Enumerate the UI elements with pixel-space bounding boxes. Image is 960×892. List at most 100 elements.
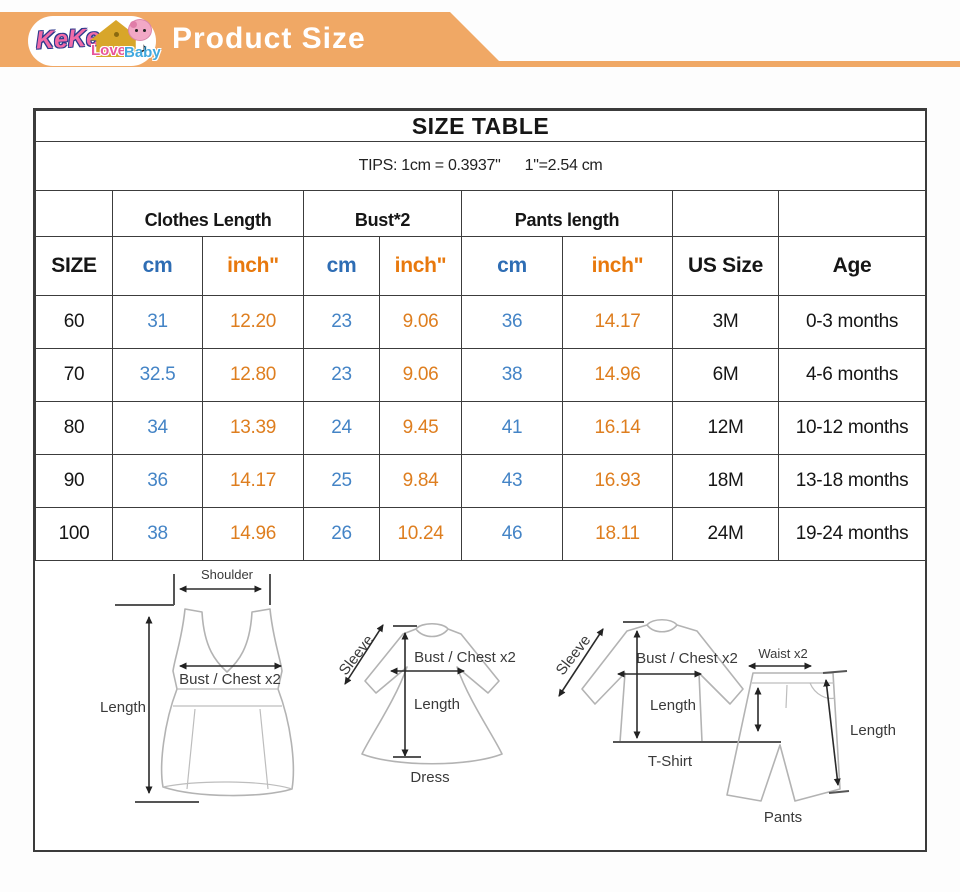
cell-age: 10-12 months xyxy=(777,401,927,455)
group-header-clothes-length: Clothes Length xyxy=(112,190,304,237)
cell-inch: 9.06 xyxy=(379,295,462,349)
cell-inch: 16.93 xyxy=(562,454,673,508)
logo-baby-text: Baby xyxy=(124,44,161,61)
table-row: 90 36 14.17 25 9.84 43 16.93 18M 13-18 m… xyxy=(35,454,927,508)
cell-inch: 9.06 xyxy=(379,348,462,402)
page-title: Product Size xyxy=(172,22,366,55)
cell-inch: 12.20 xyxy=(202,295,304,349)
dress-diagram: Sleeve Bust / Chest x2 Length Dress xyxy=(336,622,516,786)
cell-cm: 46 xyxy=(461,507,563,561)
col-header-inch: inch" xyxy=(202,236,304,296)
cell-cm: 24 xyxy=(303,401,380,455)
brand-logo: KeKe Love Baby ♪ xyxy=(28,16,161,66)
pants-length-label: Length xyxy=(850,722,896,739)
group-header-bust: Bust*2 xyxy=(303,190,462,237)
cell-inch: 14.96 xyxy=(202,507,304,561)
shoulder-ticks xyxy=(115,574,271,606)
col-header-inch: inch" xyxy=(562,236,673,296)
cell-size: 60 xyxy=(35,295,113,349)
tank-length-label: Length xyxy=(100,699,146,716)
table-header-row: SIZE cm inch" cm inch" cm inch" US Size … xyxy=(35,236,927,296)
table-row: 100 38 14.96 26 10.24 46 18.11 24M 19-24… xyxy=(35,507,927,561)
tshirt-sleeve-label: Sleeve xyxy=(553,632,595,679)
dress-outline xyxy=(361,622,503,765)
table-title-row: SIZE TABLE xyxy=(34,110,927,142)
tank-shoulder-label: Shoulder xyxy=(201,567,254,582)
tshirt-outline xyxy=(581,618,744,743)
cell-cm: 36 xyxy=(112,454,203,508)
logo-piggy-icon xyxy=(128,19,152,41)
group-header-empty xyxy=(672,190,779,237)
col-header-inch: inch" xyxy=(379,236,462,296)
cell-inch: 14.17 xyxy=(562,295,673,349)
tank-top-diagram: Shoulder Bust / Chest x2 Length xyxy=(100,567,295,803)
logo-house-window-icon xyxy=(114,32,119,37)
cell-us-size: 12M xyxy=(672,401,779,455)
cell-size: 80 xyxy=(35,401,113,455)
size-chart-sheet: SIZE TABLE TIPS: 1cm = 0.3937" 1"=2.54 c… xyxy=(33,108,927,852)
cell-size: 100 xyxy=(35,507,113,561)
col-header-size: SIZE xyxy=(35,236,113,296)
cell-cm: 32.5 xyxy=(112,348,203,402)
cell-cm: 31 xyxy=(112,295,203,349)
dress-bust-label: Bust / Chest x2 xyxy=(414,649,516,666)
cell-cm: 43 xyxy=(461,454,563,508)
col-header-cm: cm xyxy=(112,236,203,296)
cell-age: 4-6 months xyxy=(777,348,927,402)
col-header-age: Age xyxy=(777,236,927,296)
tshirt-caption: T-Shirt xyxy=(648,753,693,770)
dress-sleeve-arrow xyxy=(344,624,384,685)
tank-top-waistband xyxy=(162,688,293,790)
table-tips-row: TIPS: 1cm = 0.3937" 1"=2.54 cm xyxy=(34,141,927,191)
pants-waist-label: Waist x2 xyxy=(758,646,807,661)
cell-cm: 25 xyxy=(303,454,380,508)
tank-bust-label: Bust / Chest x2 xyxy=(179,671,281,688)
cell-us-size: 6M xyxy=(672,348,779,402)
cell-cm: 26 xyxy=(303,507,380,561)
tshirt-bust-label: Bust / Chest x2 xyxy=(636,650,738,667)
cell-cm: 41 xyxy=(461,401,563,455)
cell-inch: 12.80 xyxy=(202,348,304,402)
table-row: 70 32.5 12.80 23 9.06 38 14.96 6M 4-6 mo… xyxy=(35,348,927,402)
cell-cm: 38 xyxy=(112,507,203,561)
cell-cm: 23 xyxy=(303,295,380,349)
tips-cm-to-inch: TIPS: 1cm = 0.3937" xyxy=(358,157,501,174)
cell-age: 19-24 months xyxy=(777,507,927,561)
pants-diagram: Waist x2 Length Pants xyxy=(726,646,896,826)
tips-inch-to-cm: 1"=2.54 cm xyxy=(524,157,603,174)
group-header-empty xyxy=(35,190,113,237)
table-title: SIZE TABLE xyxy=(34,110,927,142)
pants-top-tick xyxy=(822,670,848,674)
col-header-cm: cm xyxy=(303,236,380,296)
tshirt-length-label: Length xyxy=(650,697,696,714)
header-banner-underline xyxy=(0,61,960,67)
cell-cm: 36 xyxy=(461,295,563,349)
cell-us-size: 18M xyxy=(672,454,779,508)
pants-details xyxy=(752,682,836,709)
table-row: 80 34 13.39 24 9.45 41 16.14 12M 10-12 m… xyxy=(35,401,927,455)
cell-cm: 34 xyxy=(112,401,203,455)
logo-love-text: Love xyxy=(91,42,127,59)
dress-length-label: Length xyxy=(414,696,460,713)
cell-inch: 16.14 xyxy=(562,401,673,455)
cell-inch: 14.96 xyxy=(562,348,673,402)
cell-inch: 13.39 xyxy=(202,401,304,455)
logo-music-note-icon: ♪ xyxy=(140,40,148,55)
table-tips: TIPS: 1cm = 0.3937" 1"=2.54 cm xyxy=(34,141,927,191)
cell-inch: 18.11 xyxy=(562,507,673,561)
tank-top-outline xyxy=(160,608,295,797)
table-group-header-row: Clothes Length Bust*2 Pants length xyxy=(35,190,927,237)
pants-length-arrow xyxy=(823,679,841,786)
size-table: SIZE TABLE TIPS: 1cm = 0.3937" 1"=2.54 c… xyxy=(34,110,927,561)
cell-inch: 9.45 xyxy=(379,401,462,455)
col-header-us-size: US Size xyxy=(672,236,779,296)
group-header-empty xyxy=(777,190,927,237)
group-header-pants-length: Pants length xyxy=(461,190,673,237)
cell-size: 70 xyxy=(35,348,113,402)
cell-cm: 23 xyxy=(303,348,380,402)
cell-cm: 38 xyxy=(461,348,563,402)
dress-caption: Dress xyxy=(410,769,449,786)
cell-inch: 14.17 xyxy=(202,454,304,508)
cell-size: 90 xyxy=(35,454,113,508)
tshirt-diagram: Sleeve Bust / Chest x2 Length T-Shirt xyxy=(553,618,781,770)
